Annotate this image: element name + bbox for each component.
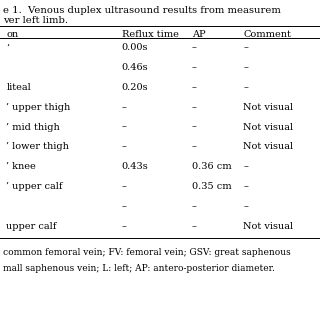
Text: –: – xyxy=(243,63,248,72)
Text: e 1.  Venous duplex ultrasound results from measurem: e 1. Venous duplex ultrasound results fr… xyxy=(3,6,281,15)
Text: ’ knee: ’ knee xyxy=(6,162,36,171)
Text: –: – xyxy=(192,83,197,92)
Text: ’ mid thigh: ’ mid thigh xyxy=(6,123,60,132)
Text: –: – xyxy=(122,202,126,211)
Text: –: – xyxy=(192,222,197,231)
Text: Not visual: Not visual xyxy=(243,222,293,231)
Text: common femoral vein; FV: femoral vein; GSV: great saphenous: common femoral vein; FV: femoral vein; G… xyxy=(3,248,291,257)
Text: –: – xyxy=(243,182,248,191)
Text: –: – xyxy=(192,123,197,132)
Text: 0.43s: 0.43s xyxy=(122,162,148,171)
Text: Not visual: Not visual xyxy=(243,142,293,151)
Text: –: – xyxy=(192,63,197,72)
Text: ’ lower thigh: ’ lower thigh xyxy=(6,142,69,151)
Text: –: – xyxy=(192,43,197,52)
Text: mall saphenous vein; L: left; AP: antero-posterior diameter.: mall saphenous vein; L: left; AP: antero… xyxy=(3,264,275,273)
Text: –: – xyxy=(243,162,248,171)
Text: –: – xyxy=(243,83,248,92)
Text: 0.46s: 0.46s xyxy=(122,63,148,72)
Text: 0.20s: 0.20s xyxy=(122,83,148,92)
Text: –: – xyxy=(192,103,197,112)
Text: ver left limb.: ver left limb. xyxy=(3,16,68,25)
Text: –: – xyxy=(122,103,126,112)
Text: Reflux time: Reflux time xyxy=(122,30,179,39)
Text: AP: AP xyxy=(192,30,206,39)
Text: 0.00s: 0.00s xyxy=(122,43,148,52)
Text: Not visual: Not visual xyxy=(243,123,293,132)
Text: ’ upper calf: ’ upper calf xyxy=(6,182,63,191)
Text: –: – xyxy=(243,202,248,211)
Text: –: – xyxy=(122,222,126,231)
Text: ’: ’ xyxy=(6,43,9,52)
Text: 0.35 cm: 0.35 cm xyxy=(192,182,232,191)
Text: on: on xyxy=(6,30,19,39)
Text: Comment: Comment xyxy=(243,30,291,39)
Text: –: – xyxy=(192,142,197,151)
Text: –: – xyxy=(122,123,126,132)
Text: Not visual: Not visual xyxy=(243,103,293,112)
Text: 0.36 cm: 0.36 cm xyxy=(192,162,232,171)
Text: liteal: liteal xyxy=(6,83,31,92)
Text: upper calf: upper calf xyxy=(6,222,57,231)
Text: –: – xyxy=(192,202,197,211)
Text: –: – xyxy=(122,182,126,191)
Text: ’ upper thigh: ’ upper thigh xyxy=(6,103,71,112)
Text: –: – xyxy=(243,43,248,52)
Text: –: – xyxy=(122,142,126,151)
